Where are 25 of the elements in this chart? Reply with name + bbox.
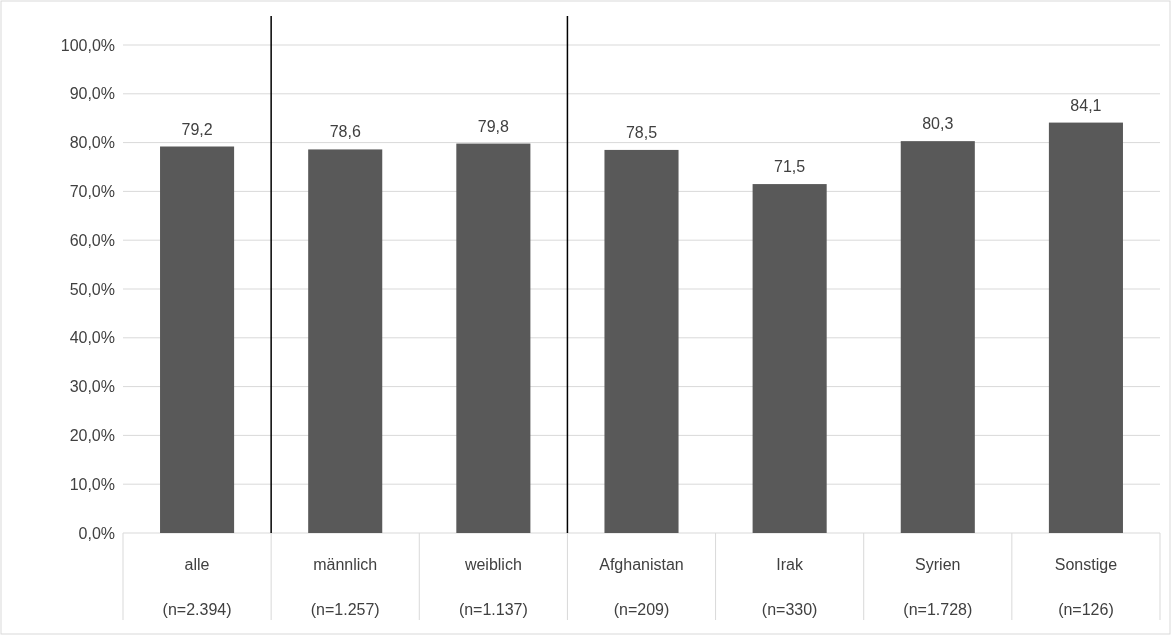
y-tick-label: 60,0% xyxy=(69,231,115,249)
category-label: männlich (n=1.257) xyxy=(310,556,380,618)
data-label: 79,8 xyxy=(477,117,510,135)
data-label: 80,3 xyxy=(922,115,954,133)
y-tick-label: 10,0% xyxy=(69,475,115,493)
y-tick-label: 50,0% xyxy=(69,280,115,298)
category-label: alle (n=2.394) xyxy=(162,556,232,618)
y-tick-label: 70,0% xyxy=(69,183,115,200)
category-label: Irak (n=330) xyxy=(761,556,818,618)
data-label: 71,5 xyxy=(774,158,806,176)
y-tick-label: 80,0% xyxy=(69,134,115,152)
y-tick-label: 100,0% xyxy=(60,36,115,54)
y-tick-label: 0,0% xyxy=(78,524,115,542)
y-tick-label: 30,0% xyxy=(69,378,115,396)
category-label: Sonstige (n=126) xyxy=(1054,556,1118,618)
category-label: weiblich (n=1.137) xyxy=(458,556,528,618)
category-label: Syrien (n=1.728) xyxy=(903,556,973,618)
data-label: 84,1 xyxy=(1070,96,1102,114)
data-label: 78,6 xyxy=(329,123,361,141)
y-tick-label: 90,0% xyxy=(69,85,115,103)
category-label: Afghanistan (n=209) xyxy=(599,556,684,618)
y-tick-label: 20,0% xyxy=(69,427,115,444)
data-label: 78,5 xyxy=(625,123,658,141)
y-tick-label: 40,0% xyxy=(69,329,115,347)
data-label: 79,2 xyxy=(181,120,213,138)
